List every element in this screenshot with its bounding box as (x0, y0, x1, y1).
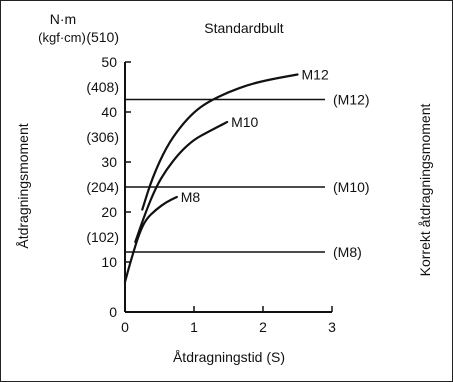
y-tick-label-kgf: (510) (86, 29, 119, 45)
torque-curves: M12 M10 M8 (123, 67, 329, 284)
unit-label-nm: N·m (50, 11, 76, 27)
y-tick-label: 0 (109, 304, 117, 320)
y-tick-label: 30 (101, 154, 117, 170)
y-tick-label: 50 (101, 54, 117, 70)
x-tick-label: 1 (190, 319, 198, 335)
chart-title: Standardbult (204, 20, 284, 36)
reference-line-label: (M10) (333, 179, 370, 195)
y-tick-label-kgf: (102) (86, 229, 119, 245)
unit-label-kgf: (kgf·cm) (38, 30, 86, 45)
y-axis-title-left: Åtdragningsmoment (15, 123, 31, 248)
y-tick-label: 20 (101, 204, 117, 220)
y-tick-label-kgf: (204) (86, 179, 119, 195)
reference-line-label: (M8) (333, 244, 362, 260)
reference-line-label: (M12) (333, 92, 370, 108)
series-line-m12 (141, 73, 299, 211)
y-tick-label-kgf: (306) (86, 129, 119, 145)
series-label-m10: M10 (231, 114, 258, 130)
x-axis-title: Åtdragningstid (S) (173, 349, 285, 365)
series-label-m12: M12 (302, 67, 329, 83)
series-line-m10 (134, 120, 229, 244)
x-tick-label: 0 (121, 319, 129, 335)
y-tick-label: 10 (101, 254, 117, 270)
y-tick-label: 40 (101, 104, 117, 120)
reference-lines: (M12) (M10) (M8) (125, 92, 370, 260)
x-tick-label: 3 (328, 319, 336, 335)
y-axis-title-right: Korrekt åtdragningsmoment (417, 104, 433, 277)
x-tick-label: 2 (259, 319, 267, 335)
y-tick-label-kgf: (408) (86, 79, 119, 95)
series-label-m8: M8 (181, 189, 201, 205)
series-line-m8 (123, 195, 178, 284)
